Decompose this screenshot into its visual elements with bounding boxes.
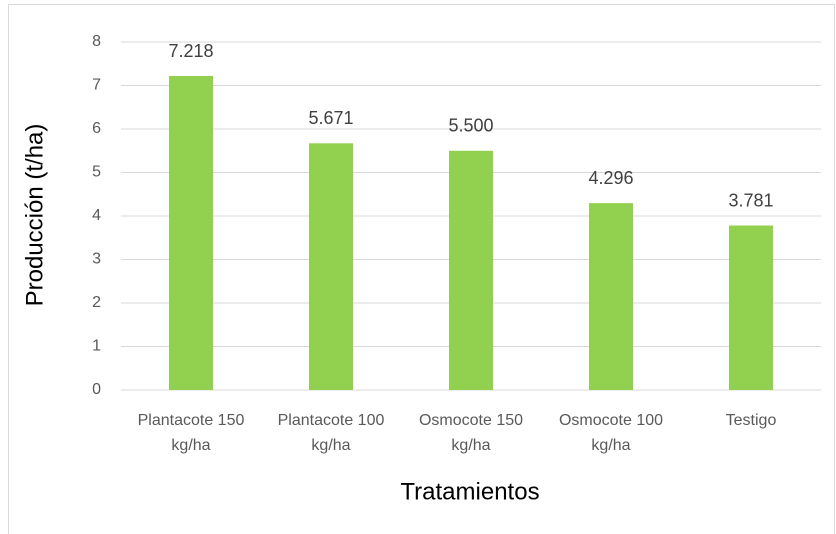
- y-tick-label: 4: [92, 207, 101, 224]
- bar: [729, 225, 773, 390]
- x-tick-label: Plantacote 100 kg/ha: [277, 412, 385, 454]
- bar: [589, 203, 633, 390]
- data-label: 3.781: [728, 190, 773, 210]
- x-tick-label: Osmocote 100 kg/ha: [558, 412, 664, 454]
- data-label: 4.296: [588, 168, 633, 188]
- bar: [449, 150, 493, 390]
- y-tick-label: 8: [92, 33, 101, 50]
- chart-frame: [8, 4, 835, 534]
- y-tick-label: 1: [92, 338, 101, 355]
- x-tick-label: Testigo: [725, 412, 777, 429]
- y-tick-label: 5: [92, 164, 101, 181]
- bar: [309, 143, 353, 390]
- data-label: 5.671: [308, 108, 353, 128]
- data-label: 5.500: [448, 116, 493, 136]
- x-tick-label: Osmocote 150 kg/ha: [418, 412, 524, 454]
- y-tick-label: 7: [92, 77, 101, 94]
- y-tick-label: 6: [92, 120, 101, 137]
- bar: [169, 76, 213, 390]
- y-tick-label: 2: [92, 294, 101, 311]
- y-tick-label: 0: [92, 381, 101, 398]
- y-axis-title: Producción (t/ha): [21, 124, 48, 307]
- data-label: 7.218: [168, 41, 213, 61]
- x-axis-title: Tratamientos: [400, 478, 539, 505]
- y-tick-label: 3: [92, 251, 101, 268]
- x-tick-label: Plantacote 150 kg/ha: [137, 412, 245, 454]
